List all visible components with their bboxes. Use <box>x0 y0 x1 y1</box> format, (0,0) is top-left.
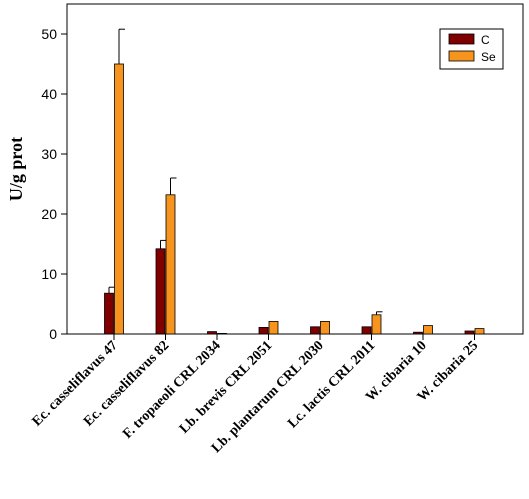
y-tick-label: 40 <box>41 86 57 102</box>
y-tick-label: 0 <box>49 326 57 342</box>
x-tick-label: Lb. brevis CRL 2051 <box>177 338 275 436</box>
bar-c-5 <box>361 326 372 335</box>
bar-se-3 <box>268 320 279 335</box>
bar-se-7 <box>474 328 485 335</box>
bars <box>104 28 485 335</box>
bar-se-1 <box>165 194 176 335</box>
legend-swatch-c <box>448 33 475 45</box>
bar-se-6 <box>423 325 433 335</box>
bar-c-0 <box>104 292 114 335</box>
x-tick-label: Ec. casseliflavus 82 <box>81 338 172 429</box>
plot-frame <box>66 3 524 335</box>
bar-c-3 <box>258 326 269 335</box>
x-tick-label: Ec. casseliflavus 47 <box>30 338 121 429</box>
y-tick-label: 20 <box>41 206 57 222</box>
y-tick-label: 30 <box>41 146 57 162</box>
bar-c-4 <box>310 326 320 335</box>
y-tick-label: 10 <box>41 266 57 282</box>
y-axis-label: U/g prot <box>6 137 26 201</box>
legend: C Se <box>439 28 504 70</box>
legend-swatch-se <box>448 50 475 62</box>
bar-c-6 <box>413 331 423 335</box>
bar-se-0 <box>114 63 124 335</box>
y-tick-label: 50 <box>41 26 57 42</box>
bar-c-2 <box>207 331 217 335</box>
bar-se-5 <box>371 314 382 335</box>
bar-c-7 <box>464 330 475 335</box>
x-tick-label: Lc. lactis CRL 2011 <box>285 338 378 431</box>
legend-label-se: Se <box>481 50 496 64</box>
bar-c-1 <box>155 248 166 335</box>
bar-se-2 <box>217 332 227 335</box>
bar-se-4 <box>320 320 330 335</box>
x-tick-label: F. tropaeoli CRL 2034 <box>120 338 224 442</box>
y-axis: 0 10 20 30 40 50 <box>41 26 67 342</box>
legend-label-c: C <box>481 33 490 47</box>
